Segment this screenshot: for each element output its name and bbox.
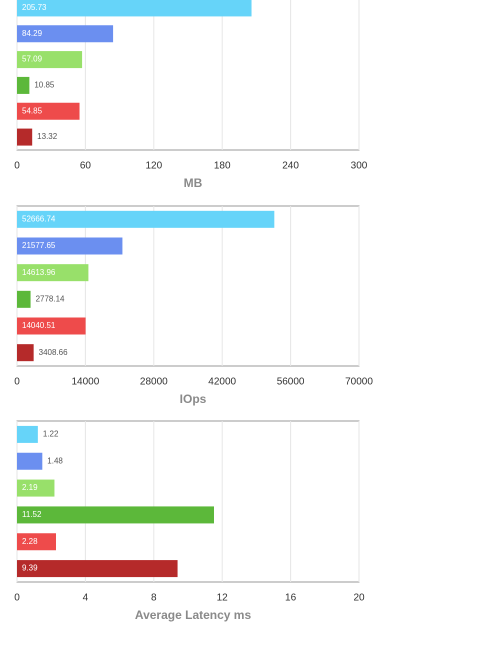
value-label: 14040.51	[22, 321, 56, 330]
x-tick-label: 56000	[277, 377, 305, 388]
bar	[17, 560, 178, 578]
x-tick-label: 0	[14, 593, 20, 604]
value-label: 2778.14	[36, 294, 65, 303]
bar	[17, 425, 38, 443]
value-label: 13.32	[37, 132, 58, 141]
x-tick-label: 60	[80, 161, 92, 172]
x-tick-label: 20	[353, 593, 365, 604]
x-axis-title: IOps	[180, 392, 207, 406]
x-tick-label: 42000	[208, 377, 236, 388]
bar	[17, 264, 89, 282]
x-tick-label: 16	[285, 593, 297, 604]
plot-frame	[16, 0, 360, 151]
bar	[17, 210, 275, 228]
bar	[17, 51, 83, 69]
value-label: 57.09	[22, 55, 43, 64]
plot-frame	[16, 420, 360, 583]
bar	[17, 128, 33, 146]
value-label: 14613.96	[22, 268, 56, 277]
x-tick-label: 28000	[140, 377, 168, 388]
x-tick-label: 70000	[345, 377, 373, 388]
value-label: 3408.66	[39, 348, 68, 357]
value-label: 84.29	[22, 29, 43, 38]
x-tick-label: 0	[14, 377, 20, 388]
value-label: 1.48	[47, 456, 63, 465]
value-label: 54.85	[22, 106, 43, 115]
bar	[17, 76, 30, 94]
x-axis-title: Average Latency ms	[135, 608, 252, 622]
value-label: 2.19	[22, 483, 38, 492]
value-label: 205.73	[22, 3, 47, 12]
bar	[17, 290, 31, 308]
bar	[17, 479, 55, 497]
value-label: 10.85	[34, 81, 55, 90]
plot-frame	[16, 205, 360, 367]
bar	[17, 0, 252, 17]
x-tick-label: 300	[351, 161, 368, 172]
x-tick-label: 14000	[71, 377, 99, 388]
bar	[17, 25, 114, 43]
x-tick-label: 0	[14, 161, 20, 172]
x-axis-title: MB	[184, 176, 203, 190]
bar	[17, 452, 43, 470]
bar	[17, 344, 34, 362]
x-tick-label: 4	[83, 593, 89, 604]
x-tick-label: 240	[282, 161, 299, 172]
bar	[17, 506, 214, 524]
value-label: 9.39	[22, 564, 38, 573]
value-label: 21577.65	[22, 241, 56, 250]
x-tick-label: 8	[151, 593, 157, 604]
value-label: 11.52	[22, 510, 42, 519]
x-tick-label: 120	[145, 161, 162, 172]
bar	[17, 237, 123, 255]
value-label: 1.22	[43, 430, 59, 439]
x-tick-label: 12	[217, 593, 229, 604]
x-tick-label: 180	[214, 161, 231, 172]
bar	[17, 102, 80, 120]
bar	[17, 317, 86, 335]
bar	[17, 533, 56, 551]
value-label: 52666.74	[22, 214, 56, 223]
value-label: 2.28	[22, 537, 38, 546]
